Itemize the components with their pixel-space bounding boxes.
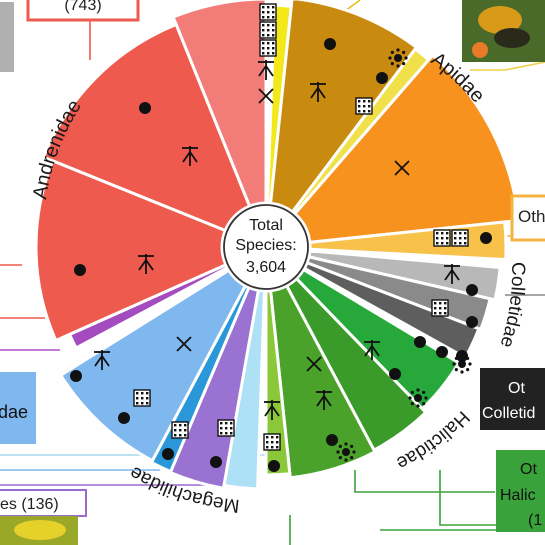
plant-icon [94,350,110,370]
dot-icon [70,370,82,382]
dot-icon [326,434,338,446]
plant-icon [264,400,280,420]
svg-text:Oth: Oth [518,207,545,226]
dot-icon [139,102,151,114]
wedge-andrenidae-2 [41,22,252,233]
dot-icon [436,346,448,358]
plant-icon [258,60,274,80]
svg-text:(1: (1 [528,512,542,529]
cross-icon [306,356,322,372]
wedge-andrenidae-4 [67,262,230,350]
dot-icon [268,460,280,472]
center-line-1: Total [249,217,283,234]
cross-icon [394,160,410,176]
grid-icon [451,229,469,247]
dot-icon [376,72,388,84]
svg-text:es (136): es (136) [0,496,59,513]
photo-top-left [0,2,14,72]
dot-icon [480,232,492,244]
plant-icon [444,264,460,284]
plant-icon [182,146,198,166]
svg-text:Ot: Ot [508,380,525,397]
wedge-apidae-4 [292,53,521,245]
wedge-apidae-2 [268,0,419,214]
sun-icon [452,354,472,374]
box-bottom-left: es (136) [0,489,87,545]
wedge-halictidae-3 [268,283,377,480]
sun-icon [336,442,356,462]
plant-icon [310,82,326,102]
svg-text:dae: dae [0,402,28,422]
grid-icon [259,21,277,39]
svg-text:Ot: Ot [520,461,537,478]
dot-icon [118,412,130,424]
sun-icon [408,388,428,408]
box-right-top: Oth [510,194,545,242]
svg-text:Colletid: Colletid [482,405,535,422]
grid-icon [133,389,151,407]
photo-top-right [462,0,545,62]
dot-icon [466,284,478,296]
box-left-mid: dae [0,372,36,444]
wedges [34,0,521,491]
dot-icon [324,38,336,50]
cross-icon [176,336,192,352]
dot-icon [466,316,478,328]
box-top-left: (743) [26,0,140,22]
center-circle [223,204,309,290]
grid-icon [433,229,451,247]
cross-icon [258,88,274,104]
box-right-bottom: Ot Halic (1 [496,450,545,532]
grid-icon [217,419,235,437]
center-line-3: 3,604 [246,259,286,276]
plant-icon [316,390,332,410]
wedge-andrenidae-3 [34,158,228,343]
grid-icon [431,299,449,317]
plant-icon [364,340,380,360]
wedge-colletidae-1 [307,249,502,302]
plant-icon [138,254,154,274]
sun-icon [388,48,408,68]
wedge-megachilidae-4 [58,268,248,463]
dot-icon [210,456,222,468]
center-line-2: Species: [235,237,296,254]
dot-icon [414,336,426,348]
grid-icon [259,3,277,21]
svg-text:(743): (743) [64,0,101,14]
wedge-icons [70,3,492,472]
wedge-halictidae-4 [264,289,292,477]
svg-text:Halic: Halic [500,487,536,504]
grid-icon [355,97,373,115]
grid-icon [263,433,281,451]
dot-icon [389,368,401,380]
wedge-andrenidae-1 [171,0,268,209]
box-right-mid: Ot Colletid [480,368,545,430]
dot-icon [162,448,174,460]
grid-icon [259,39,277,57]
dot-icon [74,264,86,276]
grid-icon [171,421,189,439]
